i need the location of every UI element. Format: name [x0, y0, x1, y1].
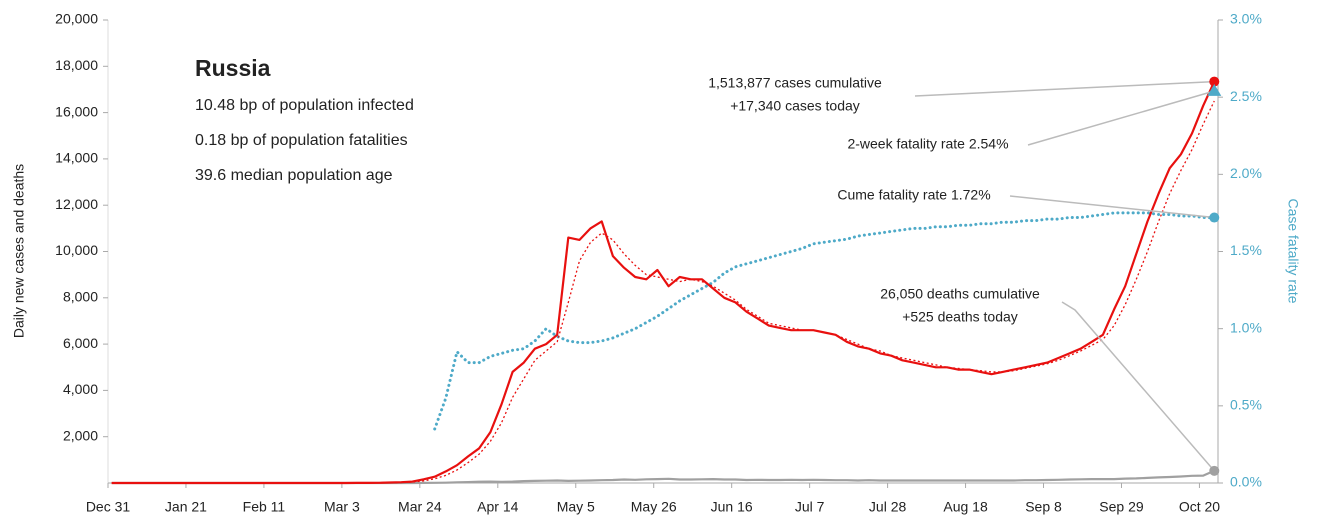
series-line [111, 469, 1215, 485]
y-tick-label: 8,000 [63, 289, 98, 305]
y2-tick-label: 3.0% [1230, 11, 1262, 27]
info-line: 10.48 bp of population infected [195, 97, 414, 114]
y-tick-label: 4,000 [63, 381, 98, 397]
annotation: +525 deaths today [902, 309, 1018, 325]
annotation: 26,050 deaths cumulative [880, 286, 1040, 302]
y-tick-label: 14,000 [55, 150, 98, 166]
x-tick-label: Sep 29 [1099, 499, 1144, 515]
callout [1061, 301, 1215, 472]
x-tick-label: Sep 8 [1025, 499, 1062, 515]
x-tick-label: May 5 [557, 499, 595, 515]
x-tick-label: Feb 11 [243, 499, 286, 515]
info-line: 0.18 bp of population fatalities [195, 132, 408, 149]
series-line [433, 211, 1216, 431]
x-tick-label: May 26 [631, 499, 677, 515]
callout [1009, 195, 1215, 219]
y-tick-label: 10,000 [55, 242, 98, 258]
y2-tick-label: 1.5% [1230, 242, 1262, 258]
y2-tick-label: 0.5% [1230, 397, 1262, 413]
y2-tick-label: 0.0% [1230, 474, 1262, 490]
x-tick-label: Mar 24 [398, 499, 442, 515]
y2-tick-label: 1.0% [1230, 319, 1262, 335]
x-tick-label: Apr 14 [477, 499, 518, 515]
end-marker [1209, 465, 1220, 476]
y-tick-label: 2,000 [63, 427, 98, 443]
annotation: +17,340 cases today [730, 98, 860, 114]
y-axis-label: Daily new cases and deaths [11, 164, 27, 338]
y-tick-label: 12,000 [55, 196, 98, 212]
end-marker [1209, 212, 1220, 223]
x-tick-label: Jul 7 [795, 499, 825, 515]
annotation: Cume fatality rate 1.72% [837, 187, 990, 203]
x-tick-label: Mar 3 [324, 499, 360, 515]
x-tick-label: Jul 28 [869, 499, 907, 515]
info-title: Russia [195, 55, 271, 81]
info-line: 39.6 median population age [195, 167, 393, 184]
series-line [111, 81, 1216, 485]
x-tick-label: Aug 18 [943, 499, 988, 515]
y-tick-label: 18,000 [55, 57, 98, 73]
y2-tick-label: 2.0% [1230, 165, 1262, 181]
y-tick-label: 16,000 [55, 103, 98, 119]
y-tick-label: 20,000 [55, 11, 98, 27]
x-tick-label: Oct 20 [1179, 499, 1220, 515]
fatality-2wk-marker [1207, 83, 1222, 96]
y-tick-label: 6,000 [63, 335, 98, 351]
annotation: 2-week fatality rate 2.54% [847, 136, 1008, 152]
callout [914, 80, 1215, 97]
x-tick-label: Jan 21 [165, 499, 207, 515]
x-tick-label: Dec 31 [86, 499, 131, 515]
end-marker [1209, 76, 1220, 87]
x-tick-label: Jun 16 [711, 499, 753, 515]
series-line [111, 100, 1215, 484]
y2-axis-label: Case fatality rate [1285, 198, 1301, 303]
annotation: 1,513,877 cases cumulative [708, 75, 882, 91]
callout [1027, 90, 1215, 146]
y2-tick-label: 2.5% [1230, 88, 1262, 104]
